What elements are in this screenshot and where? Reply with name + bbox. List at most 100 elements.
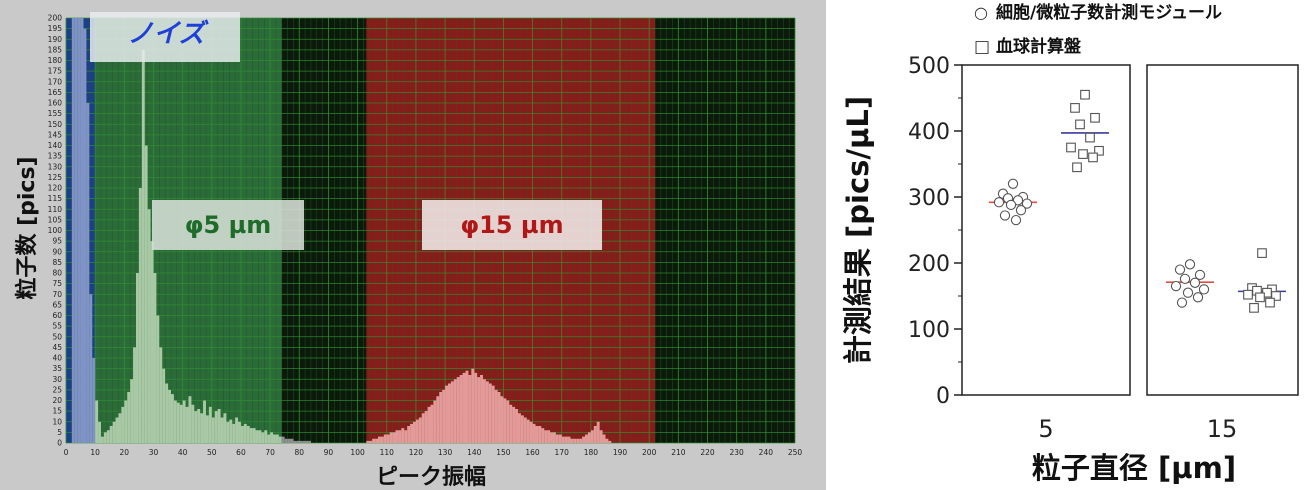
x-tick-label: 100 xyxy=(350,448,365,457)
histogram-bar xyxy=(413,421,416,443)
histogram-bar xyxy=(450,381,454,443)
x-tick-label: 130 xyxy=(438,448,453,457)
histogram-bar xyxy=(243,423,247,443)
histogram-bar xyxy=(80,18,84,443)
circle-point xyxy=(1194,269,1206,281)
histogram-bar xyxy=(552,432,556,443)
histogram-bar xyxy=(162,368,166,443)
histogram-bar xyxy=(456,377,460,443)
histogram-bar xyxy=(389,432,393,443)
x-tick-label: 30 xyxy=(149,448,159,457)
y-tick-label: 130 xyxy=(48,162,63,171)
phi15-label: φ15 µm xyxy=(460,211,563,239)
y-tick-label: 20 xyxy=(52,396,62,405)
histogram-bar xyxy=(485,381,489,443)
y-tick-label: 15 xyxy=(52,407,62,416)
y-tick-label: 140 xyxy=(48,141,63,150)
y-tick-label: 300 xyxy=(908,186,950,211)
histogram-bar xyxy=(585,434,588,443)
histogram-bar xyxy=(509,404,513,443)
histogram-bar xyxy=(497,392,501,443)
histogram-bar xyxy=(217,409,221,443)
histogram-bar xyxy=(401,428,405,443)
noise-label-box xyxy=(90,12,240,62)
histogram-bar xyxy=(89,294,93,443)
histogram-bar xyxy=(290,438,294,443)
histogram-bar xyxy=(100,436,104,443)
histogram-bar xyxy=(410,423,414,443)
y-tick-label: 195 xyxy=(48,24,63,33)
histogram-bar xyxy=(232,423,236,443)
histogram-bar xyxy=(74,18,78,443)
square-point xyxy=(1094,145,1104,156)
histogram-bar xyxy=(474,372,478,443)
histogram-bar xyxy=(214,411,218,443)
circle-point xyxy=(1182,287,1194,298)
histogram-bar xyxy=(273,434,276,443)
y-tick-label: 200 xyxy=(48,14,63,23)
histogram-bar xyxy=(602,434,606,443)
y-tick-label: 90 xyxy=(52,247,62,256)
histogram-bar xyxy=(608,440,612,443)
y-tick-label: 5 xyxy=(57,428,62,437)
scatter-points xyxy=(993,89,1281,313)
x-tick-label: 180 xyxy=(584,448,599,457)
histogram-bar xyxy=(558,434,562,443)
x-tick-label: 40 xyxy=(178,448,188,457)
histogram-bar xyxy=(526,419,530,443)
panel-15-frame xyxy=(1146,64,1299,396)
histogram-bar xyxy=(442,389,446,443)
y-tick-label: 175 xyxy=(48,67,63,76)
circle-point xyxy=(1198,284,1210,295)
histogram-bar xyxy=(185,406,189,443)
histogram-bar xyxy=(480,375,483,443)
y-tick-label: 75 xyxy=(52,279,62,288)
noise-label: ノイズ xyxy=(127,19,208,49)
square-point xyxy=(1271,291,1281,301)
histogram-bar xyxy=(77,18,81,443)
x-tick-label: 150 xyxy=(496,448,511,457)
histogram-bar xyxy=(130,379,134,443)
y-tick-label: 170 xyxy=(48,77,63,86)
histogram-bar xyxy=(200,413,204,443)
circle-point xyxy=(1192,292,1204,303)
y-tick-label: 500 xyxy=(908,54,950,79)
histogram-bar xyxy=(255,430,259,443)
histogram-bar xyxy=(165,383,169,443)
circle-point xyxy=(1010,214,1022,226)
square-point xyxy=(1078,149,1088,159)
histogram-bar xyxy=(488,383,492,443)
square-point xyxy=(1070,103,1080,113)
histogram-bar xyxy=(459,375,463,443)
circle-point xyxy=(1184,259,1196,270)
histogram-bar xyxy=(144,145,148,443)
scatter-y-axis-label: 計測結果 [pics/µL] xyxy=(841,96,875,364)
x-axis-ticks: 0 10 20 30 40 50 60 70 80 90 100 110 120 130 140 150 160… xyxy=(64,448,803,457)
square-point xyxy=(1249,303,1259,313)
circle-point xyxy=(1012,195,1024,206)
histogram-bar xyxy=(238,421,241,443)
square-point xyxy=(1066,142,1076,153)
histogram-bar xyxy=(220,417,224,443)
histogram-bar xyxy=(121,406,125,443)
histogram-bar xyxy=(124,400,128,443)
y-tick-label: 100 xyxy=(908,318,950,343)
histogram-bar xyxy=(520,415,524,443)
histogram-bar xyxy=(395,430,399,443)
histogram-bar xyxy=(605,438,609,443)
histogram-bar xyxy=(270,432,274,443)
x-tick-label: 250 xyxy=(788,448,803,457)
x-tick-label: 160 xyxy=(525,448,540,457)
histogram-bar xyxy=(197,409,201,443)
square-point xyxy=(1265,297,1275,308)
histogram-bar xyxy=(179,404,183,443)
x-tick-label: 140 xyxy=(467,448,482,457)
histogram-bar xyxy=(92,358,96,443)
histogram-bar xyxy=(494,389,498,443)
histogram-bar xyxy=(127,392,131,443)
square-point xyxy=(1085,132,1095,143)
x-tick-label: 240 xyxy=(759,448,774,457)
y-tick-label: 10 xyxy=(52,417,62,426)
histogram-bar xyxy=(576,438,580,443)
histogram-bar xyxy=(541,428,545,443)
